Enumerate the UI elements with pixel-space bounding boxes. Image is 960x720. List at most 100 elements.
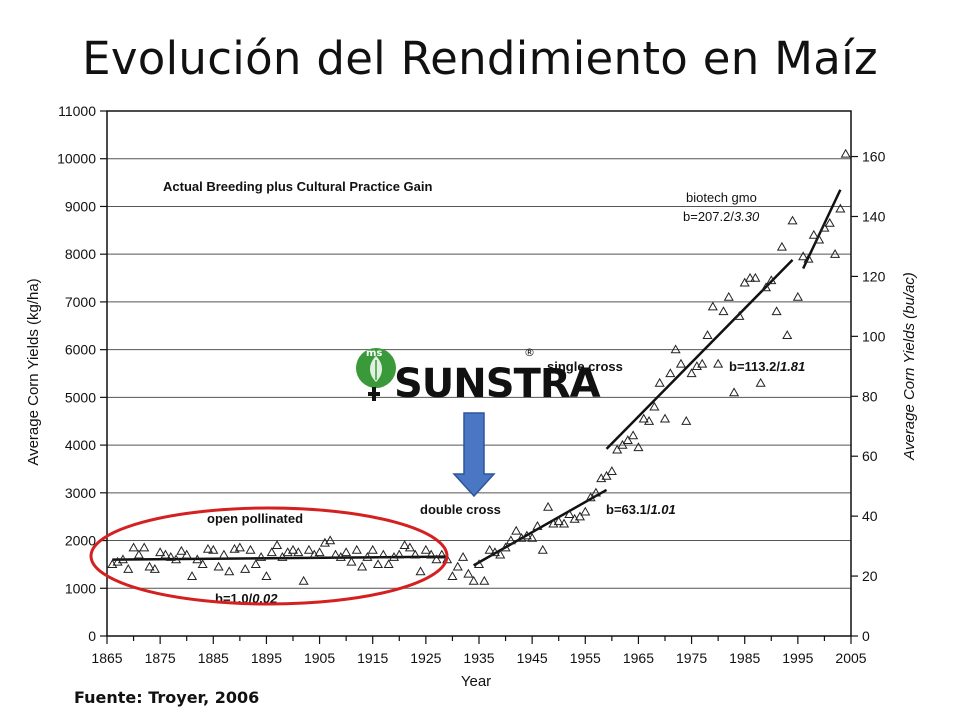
- data-point: [202, 543, 214, 553]
- y2-tick-label: 120: [862, 268, 886, 284]
- data-point: [798, 251, 809, 261]
- data-point: [171, 554, 182, 564]
- data-point: [378, 549, 389, 559]
- venus-cross-icon: [368, 387, 380, 401]
- data-point: [574, 511, 586, 521]
- data-point: [457, 552, 469, 561]
- y-tick-label: 0: [88, 628, 96, 644]
- y-tick-label: 7000: [65, 294, 96, 310]
- era-label-double-cross: double cross: [420, 502, 501, 517]
- x-tick-label: 1945: [517, 650, 548, 666]
- data-point: [659, 413, 671, 423]
- data-point: [819, 222, 830, 232]
- data-point: [256, 552, 267, 561]
- data-point: [144, 561, 155, 571]
- y-tick-label: 10000: [57, 151, 96, 167]
- data-point: [622, 435, 633, 444]
- data-point: [181, 549, 192, 559]
- data-point: [139, 542, 150, 552]
- data-point: [697, 358, 708, 368]
- data-point: [383, 559, 394, 569]
- data-point: [638, 413, 649, 423]
- data-point: [442, 554, 453, 564]
- x-tick-label: 1955: [570, 650, 601, 666]
- trend-line: [605, 259, 794, 450]
- data-point: [500, 542, 511, 552]
- data-point: [128, 542, 139, 552]
- y2-tick-label: 140: [862, 208, 886, 224]
- data-point: [670, 344, 681, 354]
- slide-title: Evolución del Rendimiento en Maíz: [82, 32, 878, 85]
- data-point: [803, 253, 814, 263]
- data-point: [484, 544, 495, 554]
- data-point: [218, 549, 229, 559]
- data-point: [601, 470, 612, 480]
- y-tick-label: 1000: [65, 580, 96, 596]
- axes: [100, 110, 858, 644]
- data-point: [792, 291, 803, 301]
- data-point: [261, 571, 272, 580]
- data-point: [718, 306, 729, 316]
- data-point: [410, 549, 421, 559]
- data-point: [558, 518, 570, 528]
- slope-label-double-cross: b=63.1/1.01: [606, 502, 676, 517]
- data-point: [420, 544, 431, 554]
- data-point: [186, 571, 198, 580]
- logo-badge-text: ms: [366, 348, 382, 359]
- highlight-ellipse: [89, 506, 449, 606]
- data-point: [298, 575, 309, 585]
- data-point: [293, 547, 304, 557]
- data-point: [489, 547, 501, 557]
- source-note: Fuente: Troyer, 2006: [74, 688, 260, 707]
- data-point: [314, 547, 325, 557]
- data-point: [277, 552, 288, 561]
- data-point: [649, 401, 660, 411]
- data-point: [750, 272, 761, 282]
- data-point: [707, 301, 718, 311]
- x-tick-label: 1965: [623, 650, 654, 666]
- data-point: [357, 561, 368, 571]
- tick-labels: 0100020003000400050006000700080009000100…: [57, 103, 886, 666]
- data-point: [224, 566, 235, 576]
- y-axis-title: Average Corn Yields (kg/ha): [25, 278, 42, 465]
- data-point: [234, 542, 245, 552]
- data-point: [537, 544, 548, 554]
- data-points: [107, 148, 851, 585]
- data-point: [452, 561, 463, 571]
- chart-heading: Actual Breeding plus Cultural Practice G…: [163, 179, 433, 194]
- data-point: [521, 530, 532, 540]
- data-point: [468, 575, 479, 585]
- data-point: [155, 547, 166, 557]
- data-point: [245, 544, 256, 554]
- data-point: [585, 492, 596, 502]
- data-point: [808, 229, 819, 239]
- x-tick-label: 1995: [782, 650, 813, 666]
- data-point: [176, 545, 187, 555]
- data-point: [335, 552, 346, 561]
- x-tick-label: 1925: [410, 650, 441, 666]
- data-point: [192, 554, 203, 564]
- y-tick-label: 8000: [65, 246, 96, 262]
- y2-tick-label: 40: [862, 508, 878, 524]
- data-point: [643, 416, 655, 425]
- x-tick-label: 2005: [835, 650, 866, 666]
- data-point: [739, 277, 750, 287]
- data-point: [776, 241, 787, 251]
- era-label-biotech: biotech gmo: [686, 190, 757, 205]
- x-axis-title: Year: [461, 673, 491, 690]
- data-point: [473, 559, 485, 569]
- data-point: [766, 275, 777, 285]
- y2-tick-label: 160: [862, 149, 886, 165]
- data-point: [617, 439, 628, 449]
- data-point: [208, 544, 219, 554]
- y2-axis-title: Average Corn Yields (bu/ac): [901, 272, 918, 461]
- data-point: [436, 549, 447, 559]
- data-point: [829, 248, 841, 258]
- data-point: [117, 554, 129, 564]
- y-tick-label: 11000: [58, 103, 96, 119]
- data-point: [351, 544, 362, 554]
- data-point: [782, 330, 793, 339]
- logo-wordmark: SUNSTRA: [394, 361, 601, 407]
- y-tick-label: 4000: [65, 437, 96, 453]
- data-point: [787, 215, 798, 225]
